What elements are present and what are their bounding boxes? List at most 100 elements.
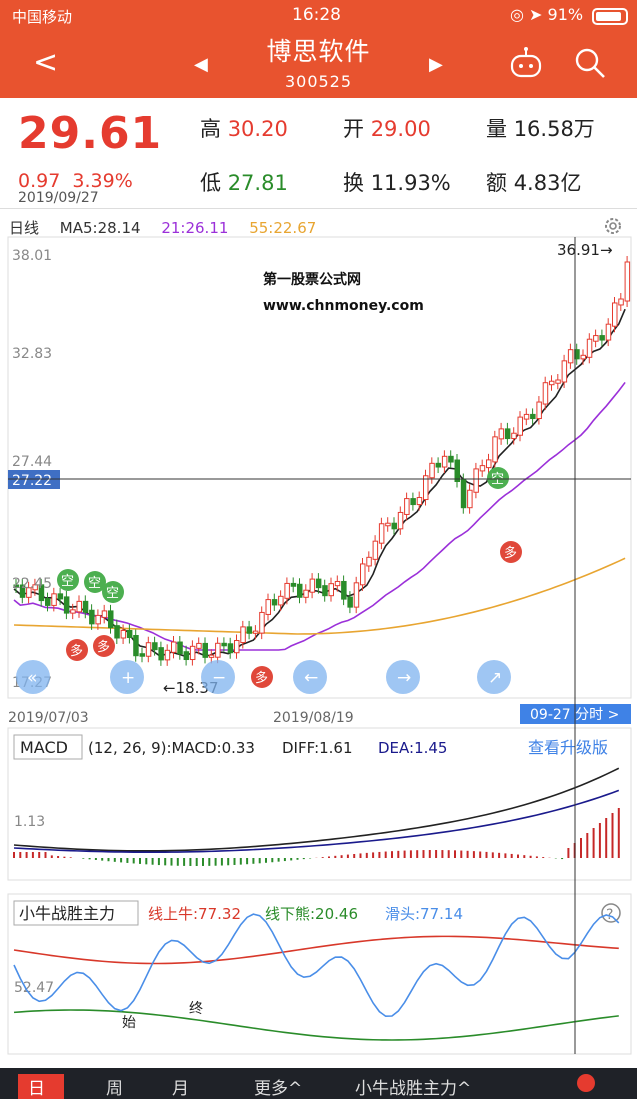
kline-ma-lines	[13, 308, 626, 657]
kline-candle	[171, 641, 177, 653]
date-start: 2019/07/03	[8, 710, 89, 726]
kline-signals: 空空空空多 多多多	[57, 467, 522, 688]
kline-candle	[315, 578, 322, 589]
back-arrow-icon[interactable]: <	[33, 45, 59, 80]
kline-candle	[416, 497, 423, 506]
chart-control-button[interactable]	[293, 660, 327, 694]
kline-candle	[265, 599, 271, 615]
kline-candle	[215, 642, 221, 658]
chart-control-button[interactable]	[477, 660, 511, 694]
tab-more[interactable]: 更多^	[254, 1079, 303, 1099]
kline-candle	[114, 625, 120, 639]
chart-control-button[interactable]	[201, 660, 235, 694]
kline-candle	[467, 489, 473, 509]
chart-control-icon: →	[397, 668, 411, 688]
y-axis-label: 22.45	[12, 576, 52, 592]
slide-value: 滑头:77.14	[385, 905, 463, 923]
kline-candle	[486, 459, 492, 469]
search-icon[interactable]	[573, 46, 607, 80]
kline-candle	[183, 651, 190, 661]
macd-params: (12, 26, 9):MACD:0.33	[88, 739, 255, 757]
macd-diff-line	[13, 767, 620, 852]
kline-candle	[290, 582, 297, 587]
kline-candle	[278, 595, 284, 606]
clock: 16:28	[292, 5, 341, 25]
macd-label: MACD	[20, 738, 68, 757]
battery-icon	[592, 8, 628, 25]
kline-frame	[7, 236, 632, 699]
kong-signal-label: 空	[106, 586, 119, 601]
kline-candle	[448, 455, 454, 463]
ma21-value: 21:26.11	[161, 219, 229, 237]
kline-candle	[593, 335, 599, 342]
bull-value: 线上牛:77.32	[148, 905, 241, 923]
robot-icon[interactable]	[509, 46, 543, 80]
kline-candle	[517, 416, 523, 436]
kline-candle	[423, 475, 429, 501]
kline-candle	[492, 436, 498, 463]
kline-candle	[145, 642, 152, 657]
kline-candle	[561, 360, 568, 383]
kline-candle	[498, 428, 505, 440]
chart-control-button[interactable]	[386, 660, 420, 694]
kline-candle	[13, 584, 19, 588]
kline-candle	[612, 302, 618, 327]
duo-signal	[93, 635, 115, 657]
kline-candle	[76, 600, 82, 613]
kline-candle	[177, 641, 183, 655]
kline-candle	[208, 654, 215, 658]
kline-candle	[70, 609, 76, 614]
tab-week[interactable]: 周	[106, 1079, 123, 1099]
kline-candle	[309, 578, 316, 593]
indicator-lines	[13, 913, 620, 1041]
chart-controls[interactable]: « + − ← → ↗	[16, 660, 511, 694]
kong-signal-label: 空	[88, 576, 101, 591]
help-icon[interactable]: ?	[601, 903, 621, 923]
kline-candle	[504, 428, 511, 440]
tab-month[interactable]: 月	[172, 1079, 189, 1099]
kline-candle	[284, 582, 290, 599]
kline-candle	[196, 642, 202, 649]
chart-control-button[interactable]	[16, 660, 50, 694]
kline-candles	[13, 256, 631, 666]
kline-candle	[567, 349, 574, 364]
kline-candle	[120, 629, 127, 639]
duo-signal-label: 多	[504, 545, 517, 561]
macd-bars	[13, 808, 620, 866]
chart-control-icon: −	[212, 668, 226, 688]
kline-border	[7, 236, 632, 699]
kline-candle	[347, 596, 353, 608]
kline-candle	[454, 459, 460, 483]
kline-candle	[410, 498, 416, 506]
amount-quote: 额 4.83亿	[486, 171, 582, 195]
period-label[interactable]: 日线	[9, 219, 40, 237]
kline-candle	[252, 630, 259, 634]
ma-legend: 日线 MA5:28.14 21:26.11 55:22.67	[9, 217, 332, 238]
low-quote: 低 27.81	[200, 171, 288, 195]
tab-day[interactable]: 日	[18, 1074, 64, 1099]
kong-signal	[57, 569, 79, 591]
next-stock-icon[interactable]: ▶	[429, 54, 443, 75]
volume-quote: 量 16.58万	[486, 117, 595, 141]
kline-candle	[101, 610, 108, 618]
watermark: 第一股票公式网	[263, 271, 361, 288]
start-mark: 始	[122, 1015, 136, 1031]
settings-gear-icon[interactable]	[602, 215, 624, 237]
kline-candle	[95, 614, 101, 625]
kline-candle	[378, 523, 385, 544]
kline-candle	[397, 511, 404, 530]
kline-candle	[240, 626, 246, 644]
chart-control-button[interactable]	[110, 660, 144, 694]
tab-indicator[interactable]: 小牛战胜主力^	[355, 1079, 472, 1099]
ma5-value: MA5:28.14	[59, 219, 141, 237]
app-header: 中国移动 16:28 ◎ ➤ 91% < ◀ ▶ 博思软件 300525	[0, 0, 637, 98]
prev-stock-icon[interactable]: ◀	[194, 54, 208, 75]
kline-candle	[202, 642, 208, 658]
kline-candle	[303, 589, 309, 598]
chart-control-icon: +	[121, 668, 135, 688]
red-dot-icon	[577, 1074, 595, 1092]
kline-candle	[618, 298, 624, 306]
kline-candle	[479, 465, 486, 472]
upgrade-link[interactable]: 查看升级版	[528, 738, 608, 757]
